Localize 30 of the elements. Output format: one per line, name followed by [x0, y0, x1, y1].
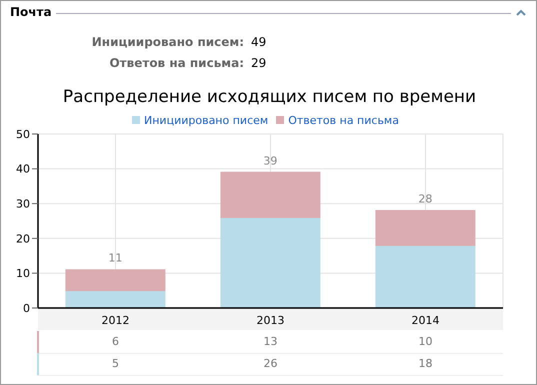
- chart-title: Распределение исходящих писем по времени: [62, 87, 478, 107]
- y-tick-label: 10: [16, 267, 30, 280]
- bar: [375, 244, 476, 308]
- legend-label: Инициировано писем: [143, 114, 268, 127]
- data-label: 5: [111, 357, 120, 370]
- total-label: 28: [418, 192, 432, 206]
- x-tick-label: 2012: [102, 314, 130, 327]
- bar: [65, 269, 166, 292]
- y-tick-label: 30: [16, 198, 30, 211]
- y-tick-label: 20: [16, 232, 30, 246]
- total-label: 11: [108, 252, 122, 265]
- bar: [65, 290, 166, 308]
- text: Инициировано писем: 49: [92, 35, 266, 49]
- y-tick-label: 50: [16, 128, 30, 141]
- data-label: 10: [418, 335, 434, 348]
- text: Почта: [10, 5, 52, 19]
- bar: [220, 217, 320, 308]
- x-tick-label: 2013: [256, 314, 284, 327]
- data-label: 18: [418, 357, 434, 370]
- total-label: 39: [263, 154, 278, 168]
- text: Ответов на письма: 29: [109, 56, 266, 70]
- bar: [220, 172, 320, 218]
- data-label: 26: [262, 357, 278, 370]
- x-tick-label: 2014: [412, 314, 440, 327]
- data-label: 13: [262, 335, 278, 348]
- legend-label: Ответов на письма: [287, 114, 399, 127]
- bar: [375, 210, 476, 246]
- y-tick-label: 0: [23, 302, 30, 315]
- data-label: 6: [111, 335, 120, 348]
- y-tick-label: 40: [16, 162, 30, 176]
